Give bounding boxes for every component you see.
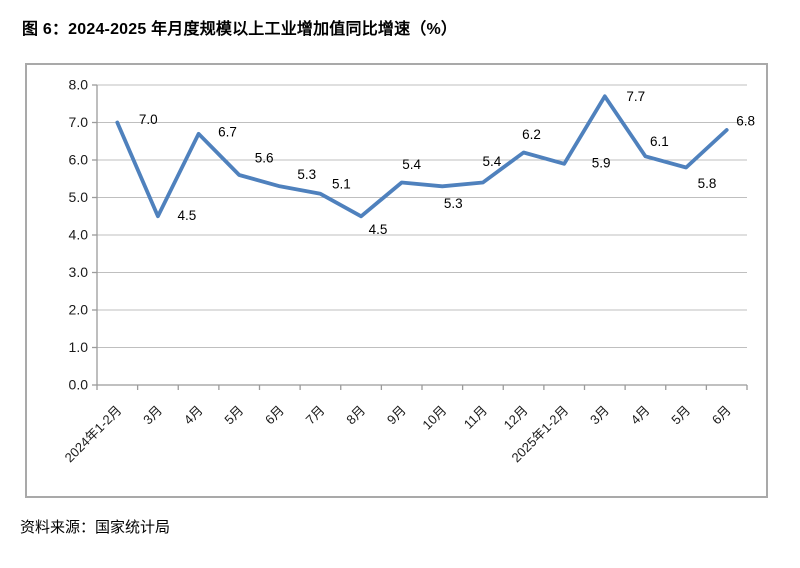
svg-text:4月: 4月: [628, 403, 653, 428]
data-labels: 7.0 4.5 6.7 5.6 5.3 5.1 4.5 5.4 5.3 5.4 6.2 5.9 7.7 6…: [139, 89, 755, 237]
svg-text:8.0: 8.0: [69, 77, 89, 93]
svg-text:5月: 5月: [221, 403, 246, 428]
svg-text:4.5: 4.5: [369, 222, 388, 237]
svg-text:6.2: 6.2: [522, 127, 541, 142]
svg-text:7.0: 7.0: [69, 114, 89, 130]
svg-text:6.0: 6.0: [69, 152, 89, 168]
svg-text:5.6: 5.6: [255, 151, 274, 166]
svg-text:4.5: 4.5: [178, 208, 197, 223]
svg-text:1.0: 1.0: [69, 339, 89, 355]
gridlines: [97, 84, 747, 348]
svg-text:5.3: 5.3: [297, 167, 316, 182]
svg-text:5.4: 5.4: [402, 157, 421, 172]
svg-text:6月: 6月: [262, 403, 287, 428]
svg-text:0.0: 0.0: [69, 377, 89, 393]
svg-text:5月: 5月: [668, 403, 693, 428]
svg-text:2024年1-2月: 2024年1-2月: [62, 403, 125, 466]
svg-text:8月: 8月: [343, 403, 368, 428]
y-axis-labels: 0.0 1.0 2.0 3.0 4.0 5.0 6.0 7.0 8.0: [69, 77, 89, 393]
svg-text:6.8: 6.8: [736, 114, 755, 129]
series-line: [115, 94, 729, 219]
svg-text:12月: 12月: [501, 403, 531, 433]
svg-text:9月: 9月: [384, 403, 409, 428]
svg-text:5.4: 5.4: [483, 154, 502, 169]
svg-text:6月: 6月: [709, 403, 734, 428]
axes: [92, 84, 748, 390]
svg-text:3月: 3月: [140, 403, 165, 428]
figure-title: 图 6：2024-2025 年月度规模以上工业增加值同比增速（%）: [22, 21, 458, 38]
svg-text:7.7: 7.7: [626, 89, 645, 104]
svg-text:3.0: 3.0: [69, 264, 89, 280]
svg-text:7月: 7月: [303, 403, 328, 428]
svg-text:5.1: 5.1: [332, 176, 351, 191]
svg-text:5.0: 5.0: [69, 189, 89, 205]
svg-text:5.9: 5.9: [592, 155, 611, 170]
svg-text:6.7: 6.7: [218, 124, 237, 139]
svg-text:7.0: 7.0: [139, 112, 158, 127]
svg-text:4月: 4月: [181, 403, 206, 428]
source-note: 资料来源：国家统计局: [20, 519, 171, 536]
svg-text:4.0: 4.0: [69, 227, 89, 243]
chart-canvas: 0.0 1.0 2.0 3.0 4.0 5.0 6.0 7.0 8.0 2024年1-2月 3月 4月…: [62, 77, 755, 466]
svg-text:5.3: 5.3: [444, 196, 463, 211]
svg-text:6.1: 6.1: [650, 134, 669, 149]
svg-text:10月: 10月: [419, 403, 449, 433]
svg-text:2.0: 2.0: [69, 302, 89, 318]
svg-text:5.8: 5.8: [698, 176, 717, 191]
svg-text:3月: 3月: [587, 403, 612, 428]
x-axis-labels: 2024年1-2月 3月 4月 5月 6月 7月 8月 9月 10月 11月 12月2025年1-2…: [62, 403, 734, 466]
line-chart: 0.0 1.0 2.0 3.0 4.0 5.0 6.0 7.0 8.0 2024年1-2月 3月 4月…: [25, 63, 768, 498]
svg-text:11月: 11月: [461, 403, 490, 432]
